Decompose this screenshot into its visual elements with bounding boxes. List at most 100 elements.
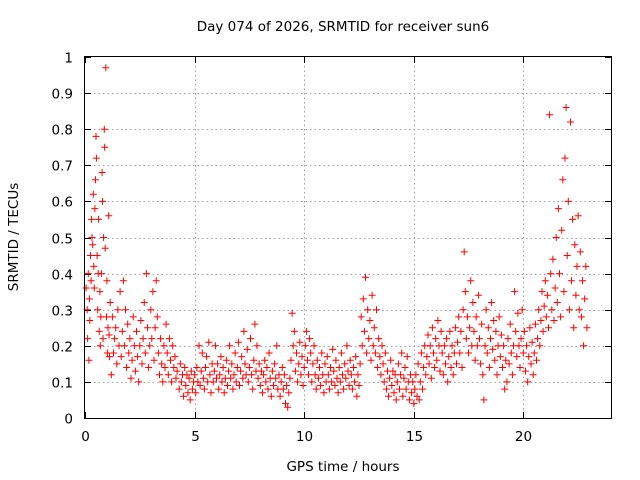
data-point [513,353,521,361]
data-point [356,360,364,368]
data-point [131,367,139,375]
data-point [425,360,433,368]
data-point [196,382,204,389]
data-point [576,248,584,256]
data-point [253,342,261,350]
data-point [181,364,189,371]
data-point [294,378,302,386]
data-point [427,374,435,382]
data-point [305,371,312,379]
data-point [225,367,233,375]
data-point [399,392,407,400]
data-point [501,385,509,393]
data-point [410,400,418,408]
data-point [280,371,288,379]
data-point [574,212,582,220]
data-point [87,252,94,259]
data-point [84,270,92,278]
data-point [563,252,571,259]
data-point [380,378,388,386]
data-point [101,244,109,252]
data-point [554,205,562,213]
data-point [476,335,483,343]
data-point [104,324,112,332]
data-point [512,327,520,335]
data-point [220,389,228,397]
data-point [525,353,533,361]
data-point [199,374,207,382]
data-point [102,64,110,72]
data-point [304,356,311,364]
data-point [185,374,193,382]
data-point [228,360,236,368]
data-point [341,360,349,368]
data-point [402,385,410,393]
data-point [160,342,168,350]
data-point [192,389,200,397]
data-point [261,356,269,364]
data-point [347,371,355,379]
data-point [557,313,565,321]
data-point [412,371,420,379]
data-point [273,342,281,350]
data-point [327,364,334,371]
data-point [378,342,386,350]
data-point [492,327,500,335]
data-point [364,306,372,314]
data-point [96,288,104,296]
data-point [159,378,167,386]
data-point [534,335,542,343]
data-point [444,378,452,386]
data-point [86,317,94,324]
data-point [490,317,498,324]
data-point [458,364,466,371]
data-point [414,360,422,368]
data-point [375,335,383,343]
y-tick-label: 0.1 [52,376,73,392]
data-point [279,385,287,393]
data-point [95,215,103,223]
y-tick-label: 0.8 [52,123,73,139]
data-point [386,374,394,382]
data-point [446,327,454,335]
data-point [550,317,558,324]
data-point [582,262,590,270]
data-point [432,335,440,343]
data-point [144,324,151,332]
data-point [562,104,570,111]
data-point [438,349,446,357]
data-point [284,403,292,411]
data-point [496,353,504,361]
data-point [206,371,214,379]
data-point [535,306,543,314]
data-point [420,364,428,371]
data-point [169,342,177,350]
data-point [548,306,556,314]
data-point [98,169,106,176]
data-point [231,349,239,357]
y-tick-label: 0.9 [52,87,73,103]
data-point [339,371,346,379]
data-point [371,349,379,357]
data-point [343,342,351,350]
data-point [180,392,188,400]
data-point [87,277,95,285]
data-point [558,226,566,234]
data-point [328,378,336,386]
data-point [411,385,419,393]
data-point [363,349,371,357]
data-point [454,338,462,346]
data-point [443,335,451,343]
data-point [342,374,350,382]
data-point [117,353,125,361]
data-point [289,342,297,350]
data-point [357,313,365,321]
data-point [376,353,384,361]
data-point [262,378,270,386]
data-point [291,367,299,375]
data-point [139,335,147,343]
data-point [298,353,306,361]
data-point [218,378,226,386]
data-point [293,349,300,357]
data-point [539,327,547,335]
